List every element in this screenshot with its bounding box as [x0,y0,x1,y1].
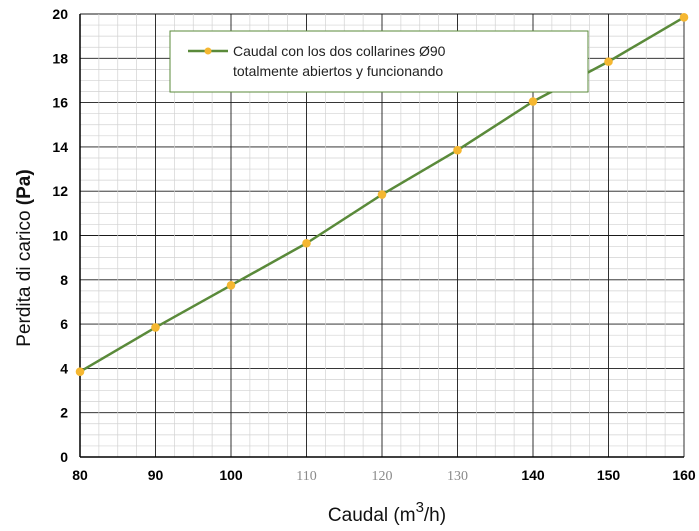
legend-box [169,30,589,93]
y-tick-label: 12 [52,183,68,199]
x-tick-label: 120 [372,469,393,484]
y-tick-label: 10 [52,228,68,244]
x-axis-title: Caudal (m3/h) [328,499,446,526]
data-point [528,97,538,106]
x-tick-label: 100 [219,467,243,483]
y-tick-label: 18 [52,50,68,66]
y-tick-label: 0 [60,449,68,465]
data-point [604,57,613,66]
x-tick-label: 80 [72,467,88,483]
x-tick-label: 130 [447,469,468,484]
axes [79,14,684,458]
y-tick-labels: 0 2 4 6 8 10 12 14 16 18 20 [52,6,68,465]
data-point [679,13,689,22]
y-tick-label: 8 [60,272,68,288]
legend-label-line-2: totalmente abiertos y funcionando [233,63,443,79]
y-tick-label: 14 [52,139,68,155]
y-tick-label: 16 [52,95,68,111]
y-tick-label: 4 [60,360,68,376]
legend-marker-swatch [204,47,212,55]
y-tick-label: 6 [60,316,68,332]
data-point [377,190,387,199]
legend-label-line-1: Caudal con los dos collarines Ø90 [233,43,446,59]
data-point [302,238,311,248]
x-tick-label: 140 [521,467,545,483]
x-tick-labels: 80 90 100 110 120 130 140 150 160 [72,467,696,484]
y-tick-label: 20 [52,6,68,22]
data-point [226,281,236,290]
legend: Caudal con los dos collarines Ø90 totalm… [169,30,589,93]
data-point [75,367,85,377]
y-axis-title: Perdita di carico (Pa) [14,169,35,346]
x-tick-label: 110 [296,469,316,484]
x-tick-label: 160 [672,467,696,483]
x-tick-label: 90 [148,467,164,483]
x-tick-label: 150 [597,467,621,483]
y-tick-label: 2 [60,405,68,421]
data-point [151,323,160,332]
data-point [453,145,462,155]
